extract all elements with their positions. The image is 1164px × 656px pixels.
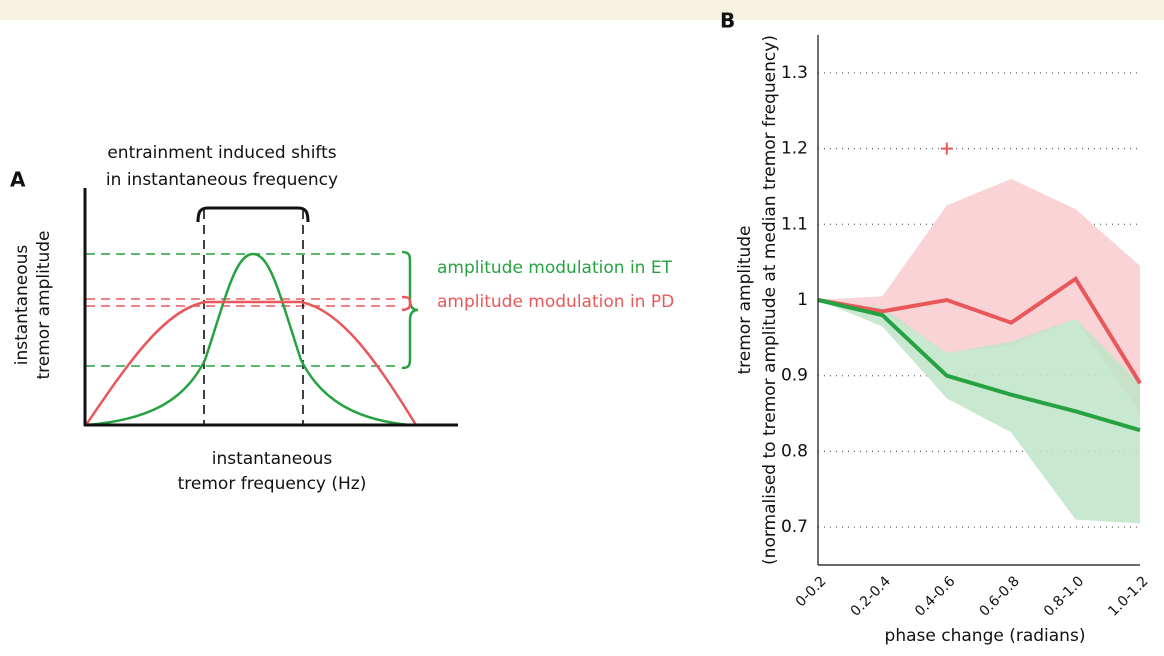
pd-brace [401,295,412,312]
y-tick-label: 1.3 [781,63,808,83]
panel-title: in instantaneous frequency [106,170,338,190]
y-tick-label: 1.2 [781,139,808,159]
x-tick-label: 0.4-0.6 [912,573,958,619]
x-tick-label: 0-0.2 [793,573,830,610]
pd-label: amplitude modulation in PD [437,292,674,312]
y-label: tremor amplitude [34,231,54,380]
x-label: instantaneous [212,449,333,469]
et-curve [85,252,411,427]
panel-a: A entrainment induced shifts in instanta… [10,143,674,494]
top-strip [0,0,1164,20]
et-brace [401,250,419,370]
dashed-lines [86,210,400,425]
x-tick-label: 0.6-0.8 [976,573,1022,619]
y-tick-label: 0.8 [781,441,808,461]
line [817,298,1141,433]
y-tick-label: 1.1 [781,214,808,234]
x-tick-label: 0.2-0.4 [848,573,894,619]
y-tick-label: 0.7 [781,517,808,537]
x-label: phase change (radians) [885,626,1086,646]
panel-title: entrainment induced shifts [107,143,336,163]
panel-label: A [10,168,26,192]
x-tick-label: 1.0-1.2 [1105,573,1151,619]
et-label: amplitude modulation in ET [437,258,673,278]
y-label: tremor amplitude [735,226,755,375]
bracket [196,206,310,223]
y-label: instantaneous [12,245,32,366]
x-tick-label: 0.8-1.0 [1041,573,1087,619]
band [818,300,1140,524]
x-label: tremor frequency (Hz) [178,474,367,494]
y-label: (normalised to tremor amplitude at media… [760,35,780,565]
panel-b: B tremor amplitude (normalised to tremor… [720,9,1085,647]
outlier [940,142,953,155]
y-tick-label: 1 [797,290,808,310]
band [818,178,1140,414]
panel-label: B [720,9,735,33]
line [817,275,1142,385]
y-tick-label: 0.9 [781,366,808,386]
pd-curve [84,300,418,426]
